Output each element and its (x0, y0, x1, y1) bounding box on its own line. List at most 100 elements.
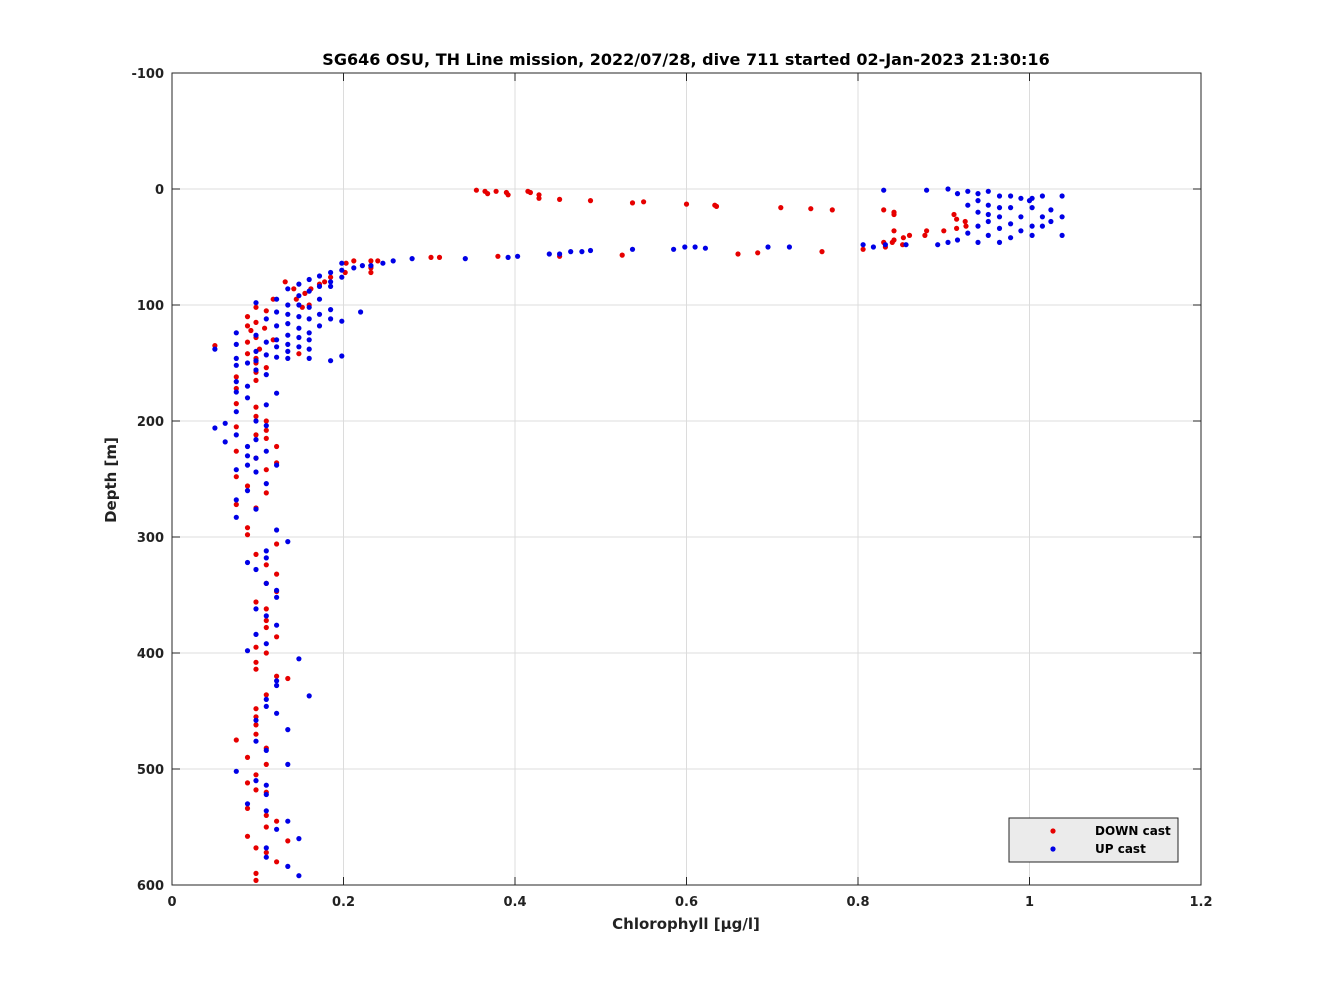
data-point (253, 787, 259, 793)
data-point (263, 849, 269, 856)
data-point (671, 246, 677, 252)
data-point (1029, 205, 1035, 211)
data-point (306, 330, 312, 336)
data-point (954, 216, 960, 222)
data-point (233, 514, 239, 520)
data-point (233, 432, 239, 438)
data-point (253, 455, 259, 461)
data-point (296, 344, 302, 350)
data-point (1018, 228, 1024, 234)
data-point (409, 256, 415, 262)
data-point (233, 379, 239, 385)
data-point (306, 355, 312, 361)
x-tick-label: 0.2 (332, 895, 355, 910)
data-point (263, 372, 269, 378)
data-point (306, 693, 312, 699)
data-point (253, 666, 259, 672)
data-point (965, 230, 971, 236)
data-point (233, 501, 239, 508)
data-point (1026, 198, 1033, 204)
data-point (808, 206, 814, 212)
data-point (285, 332, 291, 338)
data-point (263, 339, 269, 345)
data-point (1018, 214, 1024, 220)
data-point (233, 330, 239, 336)
data-point (306, 288, 312, 294)
data-point (328, 274, 334, 280)
data-point (296, 293, 302, 299)
y-tick-label: 300 (137, 531, 164, 546)
data-point (253, 599, 259, 605)
data-point (985, 218, 991, 225)
data-point (296, 302, 302, 308)
data-point (1008, 235, 1014, 241)
data-point (328, 316, 334, 322)
data-point (274, 337, 280, 343)
data-point (692, 244, 698, 250)
data-point (253, 432, 259, 438)
data-point (296, 314, 302, 320)
data-point (244, 833, 251, 839)
data-point (233, 467, 239, 473)
data-point (233, 362, 239, 368)
data-point (263, 703, 269, 710)
data-point (274, 527, 280, 533)
data-point (274, 587, 280, 594)
data-point (263, 854, 269, 860)
data-point (891, 228, 897, 234)
data-point (253, 506, 259, 512)
data-point (253, 551, 259, 558)
data-point (765, 244, 771, 250)
data-point (244, 462, 251, 468)
data-point (244, 780, 251, 786)
data-point (244, 754, 251, 761)
data-point (212, 346, 218, 352)
data-point (274, 462, 280, 468)
data-point (975, 209, 981, 215)
data-point (755, 250, 761, 256)
data-point (322, 279, 328, 285)
data-point (619, 252, 625, 258)
data-point (996, 193, 1003, 199)
data-point (1039, 193, 1045, 199)
data-point (285, 311, 291, 317)
data-point (702, 245, 709, 251)
data-point (253, 413, 259, 419)
data-point (306, 316, 312, 322)
data-point (274, 634, 280, 640)
data-point (253, 717, 259, 723)
data-point (285, 321, 291, 327)
data-point (263, 548, 269, 554)
data-point (351, 258, 357, 264)
data-point (263, 435, 269, 441)
data-point (328, 283, 334, 289)
data-point (900, 235, 907, 241)
data-point (285, 286, 291, 292)
data-point (941, 228, 947, 234)
data-point (1039, 223, 1045, 229)
data-point (359, 263, 365, 269)
data-point (263, 580, 269, 587)
data-point (1008, 193, 1014, 199)
data-point (985, 188, 991, 194)
data-point (244, 525, 251, 531)
data-point (274, 390, 280, 396)
legend-label-up-cast: UP cast (1095, 842, 1146, 856)
data-point (316, 273, 323, 279)
data-point (996, 225, 1003, 231)
data-point (296, 836, 302, 842)
data-point (296, 325, 302, 331)
data-point (233, 768, 239, 774)
data-point (713, 203, 720, 209)
data-point (889, 239, 895, 245)
data-point (274, 682, 280, 689)
data-point (263, 427, 269, 433)
data-point (248, 327, 254, 334)
data-point (244, 559, 251, 566)
data-point (515, 253, 521, 259)
data-point (263, 650, 269, 656)
data-point (473, 187, 479, 193)
data-point (339, 318, 345, 324)
data-point (285, 348, 291, 354)
data-point (253, 469, 259, 475)
